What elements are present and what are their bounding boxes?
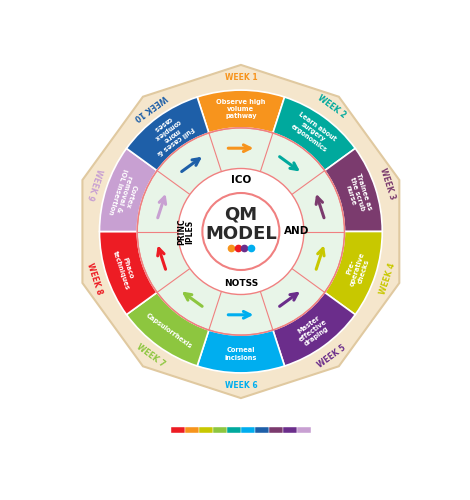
Text: Phaco
techniques: Phaco techniques [112,248,137,290]
Wedge shape [197,330,284,373]
Text: PRINC
IPLES: PRINC IPLES [177,218,194,245]
Text: ICO: ICO [231,175,251,185]
Text: Trainee as
the scrub
nurse: Trainee as the scrub nurse [342,172,373,215]
Text: Learn about
surgery
ergonomics: Learn about surgery ergonomics [289,111,337,154]
Bar [213,427,227,433]
Text: AND: AND [283,226,309,236]
Polygon shape [82,65,400,398]
Wedge shape [273,292,355,366]
Bar [199,427,213,433]
Bar [255,427,269,433]
Bar [171,427,185,433]
Wedge shape [273,97,355,170]
Bar [283,427,297,433]
Wedge shape [325,232,382,314]
Wedge shape [126,97,209,170]
Text: Capsulorrhexis: Capsulorrhexis [145,312,193,350]
Text: WEEK 2: WEEK 2 [315,94,347,120]
Text: Full cases &
more
complex
cases: Full cases & more complex cases [143,108,195,156]
Text: WEEK 9: WEEK 9 [85,167,104,201]
Text: WEEK 5: WEEK 5 [315,343,347,369]
Text: Master
effective
draping: Master effective draping [294,313,332,348]
Text: Corneal
incisions: Corneal incisions [225,348,257,360]
Bar [269,427,283,433]
Wedge shape [325,148,382,232]
Text: NOTSS: NOTSS [224,278,258,287]
Bar [297,427,311,433]
Wedge shape [100,148,157,232]
Text: WEEK 8: WEEK 8 [85,262,104,296]
Bar [241,427,255,433]
Circle shape [137,128,345,335]
Text: Observe high
volume
pathway: Observe high volume pathway [216,99,266,119]
Bar [227,427,241,433]
Text: WEEK 4: WEEK 4 [378,262,397,296]
Text: Cortex
removal &
IOL insertion: Cortex removal & IOL insertion [108,168,141,220]
Wedge shape [126,292,209,366]
Wedge shape [100,232,157,314]
Text: WEEK 7: WEEK 7 [134,343,166,369]
Text: QM
MODEL: QM MODEL [205,206,277,243]
Text: WEEK 3: WEEK 3 [378,167,397,201]
Text: Pre-
operative
checks: Pre- operative checks [342,250,372,290]
Circle shape [203,193,279,270]
Circle shape [178,168,304,294]
Bar [185,427,199,433]
Text: WEEK 10: WEEK 10 [133,92,168,122]
Wedge shape [197,90,284,133]
Text: WEEK 6: WEEK 6 [225,381,257,390]
Text: WEEK 1: WEEK 1 [225,73,257,82]
